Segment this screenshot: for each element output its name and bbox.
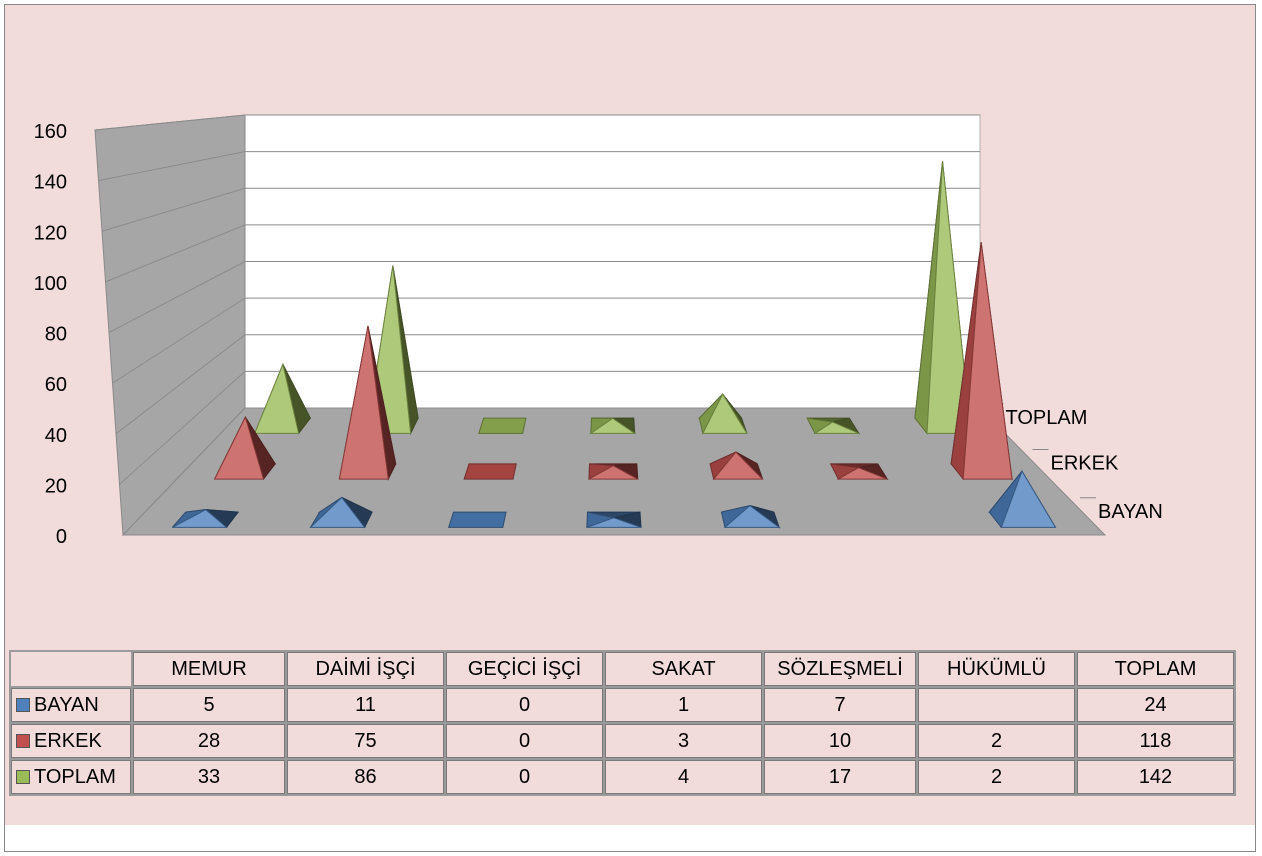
table-cell: 142	[1077, 760, 1234, 794]
table-cell: 75	[287, 724, 444, 758]
table-cell: 33	[133, 760, 285, 794]
pyramid-base	[479, 418, 526, 433]
y-tick-label: 20	[45, 475, 67, 497]
table-row-header: BAYAN	[11, 688, 131, 722]
table-header-row: MEMUR DAİMİ İŞÇİ GEÇİCİ İŞÇİ SAKAT SÖZLEŞMEL…	[11, 652, 1234, 686]
y-tick-label: 140	[34, 172, 67, 194]
pyramid-toplam-3	[591, 418, 635, 433]
series-depth-label: ERKEK	[1051, 453, 1119, 475]
table-cell: 0	[446, 760, 603, 794]
table-row: BAYAN 5 11 0 1 7 24	[11, 688, 1234, 722]
table-cell: 118	[1077, 724, 1234, 758]
table-cell: 24	[1077, 688, 1234, 722]
table-header-cell: SÖZLEŞMELİ	[764, 652, 916, 686]
pyramid-toplam-5	[807, 418, 859, 433]
legend-swatch	[16, 734, 30, 748]
chart-frame: 0 20 40 60 80 100 120 140 160 BAYAN ERKEK TOPLAM M…	[4, 4, 1256, 852]
table-cell: 2	[918, 724, 1075, 758]
y-tick-label: 160	[34, 121, 67, 143]
table-header-cell: MEMUR	[133, 652, 285, 686]
table-cell: 1	[605, 688, 762, 722]
series-name: TOPLAM	[34, 766, 116, 788]
table-row-header: TOPLAM	[11, 760, 131, 794]
table-cell: 2	[918, 760, 1075, 794]
table-cell: 5	[133, 688, 285, 722]
table-corner-cell	[11, 652, 131, 686]
chart-3d-plot: 0 20 40 60 80 100 120 140 160 BAYAN ERKEK TOPLAM	[5, 5, 1255, 645]
y-tick-label: 0	[56, 526, 67, 548]
table-header-cell: SAKAT	[605, 652, 762, 686]
pyramid-toplam-2	[479, 418, 526, 433]
table-cell: 28	[133, 724, 285, 758]
y-axis-ticks: 0 20 40 60 80 100 120 140 160	[34, 121, 67, 548]
table-cell: 11	[287, 688, 444, 722]
table-row: ERKEK 28 75 0 3 10 2 118	[11, 724, 1234, 758]
pyramid-erkek-5	[831, 464, 888, 479]
table-cell: 10	[764, 724, 916, 758]
legend-swatch	[16, 698, 30, 712]
y-tick-label: 40	[45, 425, 67, 447]
table-cell	[918, 688, 1075, 722]
table-header-cell: HÜKÜMLÜ	[918, 652, 1075, 686]
series-depth-label: BAYAN	[1098, 501, 1163, 523]
pyramid-base	[449, 512, 506, 527]
table-cell: 86	[287, 760, 444, 794]
table-header-cell: GEÇİCİ İŞÇİ	[446, 652, 603, 686]
table-header-cell: DAİMİ İŞÇİ	[287, 652, 444, 686]
table-cell: 3	[605, 724, 762, 758]
table-header-cell: TOPLAM	[1077, 652, 1234, 686]
y-tick-label: 60	[45, 374, 67, 396]
table-row: TOPLAM 33 86 0 4 17 2 142	[11, 760, 1234, 794]
series-name: BAYAN	[34, 694, 99, 716]
table-body: BAYAN 5 11 0 1 7 24 ERKEK 28 75 0 3 10 2 118 TOPLAM 33 86…	[11, 688, 1234, 794]
series-name: ERKEK	[34, 730, 102, 752]
pyramid-erkek-3	[589, 464, 638, 479]
table-cell: 0	[446, 724, 603, 758]
pyramid-base	[464, 464, 516, 479]
pyramid-bayan-3	[587, 512, 641, 527]
table-cell: 7	[764, 688, 916, 722]
table-cell: 4	[605, 760, 762, 794]
y-tick-label: 80	[45, 324, 67, 346]
pyramid-erkek-2	[464, 464, 516, 479]
table-cell: 0	[446, 688, 603, 722]
pyramid-bayan-2	[449, 512, 506, 527]
table-row-header: ERKEK	[11, 724, 131, 758]
y-tick-label: 120	[34, 222, 67, 244]
series-depth-label: TOPLAM	[1006, 407, 1088, 429]
data-table: MEMUR DAİMİ İŞÇİ GEÇİCİ İŞÇİ SAKAT SÖZLEŞMEL…	[9, 650, 1236, 796]
legend-swatch	[16, 770, 30, 784]
table-cell: 17	[764, 760, 916, 794]
y-tick-label: 100	[34, 273, 67, 295]
